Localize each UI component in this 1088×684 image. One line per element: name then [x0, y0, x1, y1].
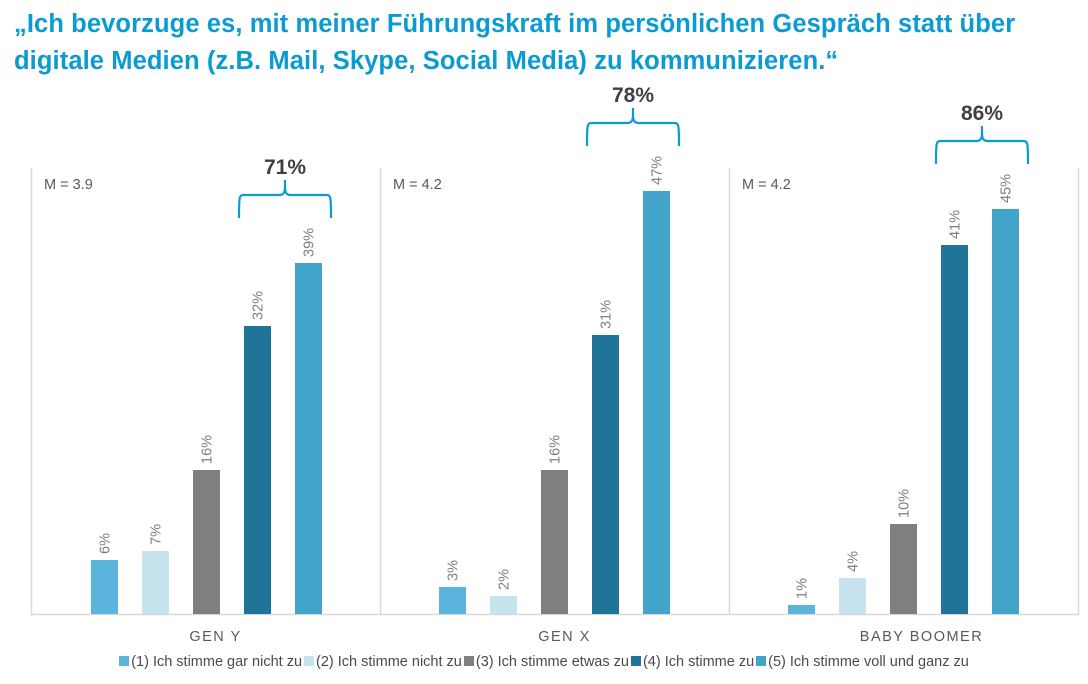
data-label: 31%: [599, 300, 615, 329]
data-label: 7%: [149, 524, 165, 545]
bar: [439, 587, 466, 614]
legend-swatch-icon: [304, 656, 315, 666]
chart-title: „Ich bevorzuge es, mit meiner Führungskr…: [14, 10, 1016, 75]
brace-icon: [585, 108, 681, 147]
legend-swatch-icon: [756, 656, 767, 666]
legend-item: (5) Ich stimme voll und ganz zu: [756, 654, 969, 670]
legend-label: (4) Ich stimme zu: [642, 654, 755, 670]
category-label: BABY BOOMER: [860, 629, 983, 645]
bar: [788, 605, 815, 614]
data-label: 16%: [548, 435, 564, 464]
legend-swatch-icon: [463, 656, 474, 666]
legend-label: (1) Ich stimme gar nicht zu: [131, 654, 303, 670]
mean-label: M = 4.2: [742, 177, 791, 193]
category-label: GEN X: [538, 629, 591, 645]
bar: [541, 470, 568, 614]
bar: [244, 326, 271, 614]
category-label: GEN Y: [189, 629, 241, 645]
data-label: 6%: [98, 533, 114, 554]
bar: [890, 524, 917, 614]
data-label: 1%: [795, 578, 811, 599]
legend-swatch-icon: [630, 656, 641, 666]
bar: [295, 263, 322, 614]
brace-icon: [934, 126, 1030, 165]
bar: [592, 335, 619, 614]
bar: [490, 596, 517, 614]
mean-label: M = 4.2: [393, 177, 442, 193]
data-label: 45%: [999, 174, 1015, 203]
bar: [193, 470, 220, 614]
legend-item: (3) Ich stimme etwas zu: [463, 654, 629, 670]
bar: [142, 551, 169, 614]
data-label: 3%: [446, 560, 462, 581]
top-two-box-label: 71%: [264, 156, 306, 179]
data-label: 32%: [251, 291, 267, 320]
legend-label: (2) Ich stimme nicht zu: [316, 654, 462, 670]
data-label: 47%: [650, 156, 666, 185]
brace-icon: [237, 180, 333, 219]
legend-swatch-icon: [119, 656, 130, 666]
legend-label: (3) Ich stimme etwas zu: [475, 654, 629, 670]
data-label: 10%: [897, 489, 913, 518]
data-label: 39%: [302, 228, 318, 257]
legend-label: (5) Ich stimme voll und ganz zu: [768, 654, 969, 670]
legend-item: (4) Ich stimme zu: [630, 654, 755, 670]
data-label: 16%: [200, 435, 216, 464]
legend-item: (2) Ich stimme nicht zu: [304, 654, 462, 670]
top-two-box-label: 86%: [961, 102, 1003, 125]
bar: [992, 209, 1019, 614]
top-two-box-label: 78%: [612, 84, 654, 107]
bar: [839, 578, 866, 614]
mean-label: M = 3.9: [44, 177, 93, 193]
bar: [91, 560, 118, 614]
data-label: 2%: [497, 569, 513, 590]
data-label: 4%: [846, 551, 862, 572]
bar: [941, 245, 968, 614]
legend: (1) Ich stimme gar nicht zu (2) Ich stimm…: [0, 654, 1088, 670]
legend-item: (1) Ich stimme gar nicht zu: [119, 654, 302, 670]
data-label: 41%: [948, 210, 964, 239]
bar: [643, 191, 670, 614]
